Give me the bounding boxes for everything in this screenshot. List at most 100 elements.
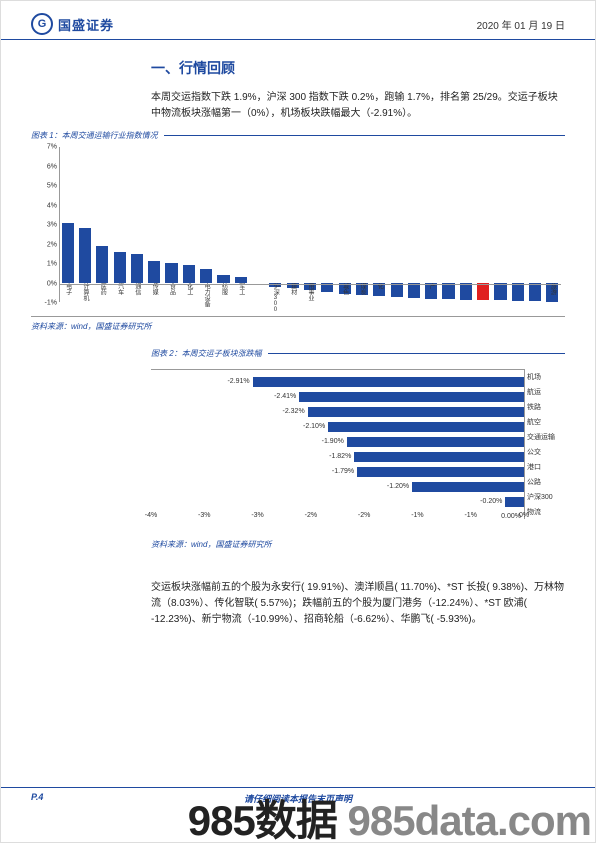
chart1-bar (148, 261, 160, 282)
chart2-bar (412, 482, 524, 492)
page-number: P.4 (31, 792, 43, 802)
chart2-value-label: -1.20% (387, 483, 409, 490)
chart1-xlabel: 城色 (342, 283, 348, 295)
chart1-col: 旅游 (544, 147, 561, 302)
chart2-category-label: 沪深300 (527, 492, 565, 502)
section-title: 一、行情回顾 (151, 58, 595, 78)
paragraph-1: 本周交运指数下跌 1.9%，沪深 300 指数下跌 0.2%，跑输 1.7%，排… (151, 90, 565, 122)
chart1-bar (512, 283, 524, 301)
chart1-col: 产 (423, 147, 440, 302)
chart1-bar (200, 269, 212, 283)
chart1-col: 军工 (232, 147, 249, 302)
chart1-bar (391, 283, 403, 298)
chart1-xlabel: 纺服 (220, 283, 226, 295)
chart1-xlabel: 食品 (169, 283, 175, 295)
chart2-value-label: -2.91% (227, 378, 249, 385)
chart1-col (492, 147, 509, 302)
chart1-xlabel: 旅游 (549, 283, 555, 295)
chart2-xlabel: -1% (464, 512, 476, 519)
chart2-xlabel: -3% (198, 512, 210, 519)
chart1-col (475, 147, 492, 302)
chart2-bar (357, 467, 524, 477)
chart2-category-label: 铁路 (527, 402, 565, 412)
chart1-col (405, 147, 422, 302)
chart2-category-label: 公路 (527, 477, 565, 487)
chart2-value-label: -1.90% (322, 438, 344, 445)
fig2-label-row: 图表 2：本周交运子板块涨跌幅 (151, 348, 565, 359)
chart1-col: 电力设备 (198, 147, 215, 302)
logo-text: 国盛证券 (58, 15, 114, 34)
watermark-a: 985数据 (188, 797, 337, 844)
watermark: 985数据 985data.com (188, 787, 591, 848)
header-date: 2020 年 01 月 19 日 (477, 17, 565, 32)
chart1-col (319, 147, 336, 302)
logo: G 国盛证券 (31, 13, 114, 35)
chart1-xlabel: 传媒 (151, 283, 157, 295)
chart2-category-label: 航空 (527, 417, 565, 427)
chart2-bar (328, 422, 524, 432)
chart1-ylabel: 4% (31, 202, 57, 209)
chart1-bar (165, 263, 177, 282)
chart1-xlabel: 计算机 (82, 283, 88, 301)
chart2-category-label: 航运 (527, 387, 565, 397)
chart2-xlabel: -3% (251, 512, 263, 519)
chart1-col: 用事业 (301, 147, 318, 302)
chart1-xlabel: 化工 (186, 283, 192, 295)
chart2-bar (308, 407, 524, 417)
chart1-col (440, 147, 457, 302)
chart1-bar (235, 277, 247, 283)
fig1-rule (164, 135, 565, 136)
chart1-ylabel: -1% (31, 300, 57, 307)
page: G 国盛证券 2020 年 01 月 19 日 一、行情回顾 本周交运指数下跌 … (0, 0, 596, 843)
chart1-bar (131, 254, 143, 283)
chart1-xlabel: 军工 (238, 283, 244, 295)
chart1-bar (408, 283, 420, 299)
chart1-xlabel: 医药 (99, 283, 105, 295)
chart1-col (249, 147, 266, 302)
chart2-bar (354, 452, 524, 462)
chart1-col: 纺服 (215, 147, 232, 302)
chart1-bar (183, 265, 195, 282)
chart2-category-label: 物流 (527, 507, 565, 517)
header: G 国盛证券 2020 年 01 月 19 日 (1, 1, 595, 40)
chart1-col: 煤炭 (353, 147, 370, 302)
chart1-ylabel: 2% (31, 241, 57, 248)
chart1-bar (494, 283, 506, 301)
chart2-category-label: 机场 (527, 372, 565, 382)
chart1-bar (114, 252, 126, 283)
paragraph-2: 交运板块涨幅前五的个股为永安行( 19.91%)、澳洋顺昌( 11.70%)、*… (151, 580, 565, 628)
logo-icon: G (31, 13, 53, 35)
chart1-bar (529, 283, 541, 302)
chart1-ylabel: 0% (31, 280, 57, 287)
chart1-xlabel: 建材 (290, 283, 296, 295)
chart1-ylabel: 7% (31, 144, 57, 151)
chart2-category-label: 公交 (527, 447, 565, 457)
chart1-bar (460, 283, 472, 300)
chart1-xlabel: 煤炭 (359, 283, 365, 295)
chart1-col: 食品 (163, 147, 180, 302)
fig2-label: 图表 2：本周交运子板块涨跌幅 (151, 348, 268, 359)
chart1-xlabel: 电子 (65, 283, 71, 295)
chart1-col (457, 147, 474, 302)
chart1-bar (96, 246, 108, 283)
chart1-ylabel: 1% (31, 261, 57, 268)
chart2-value-label: -2.41% (274, 393, 296, 400)
chart1-bar (79, 228, 91, 282)
fig1-label: 图表 1：本周交通运输行业指数情况 (31, 130, 164, 141)
chart1-xlabel: 电力设备 (203, 283, 209, 307)
chart2-value-label: -1.79% (332, 468, 354, 475)
chart2-xlabel: -4% (145, 512, 157, 519)
chart2-xlabel: -2% (358, 512, 370, 519)
chart2-category-label: 交通运输 (527, 432, 565, 442)
chart2-wrap: -2.91%-2.41%-2.32%-2.10%-1.90%-1.82%-1.7… (151, 365, 565, 535)
chart1-xlabel: 沪深300 (272, 283, 278, 313)
fig2-source: 资料来源：wind，国盛证券研究所 (151, 539, 565, 550)
chart1-ylabel: 3% (31, 222, 57, 229)
chart1-col (388, 147, 405, 302)
chart1-col: 化工 (180, 147, 197, 302)
chart1: 电子计算机医药汽车通信传媒食品化工电力设备纺服军工沪深300建材用事业城色煤炭化… (31, 147, 565, 317)
fig2-rule (268, 353, 565, 354)
chart1-col: 通信 (128, 147, 145, 302)
chart1-col: 化 (371, 147, 388, 302)
chart2-value-label: -1.82% (329, 453, 351, 460)
